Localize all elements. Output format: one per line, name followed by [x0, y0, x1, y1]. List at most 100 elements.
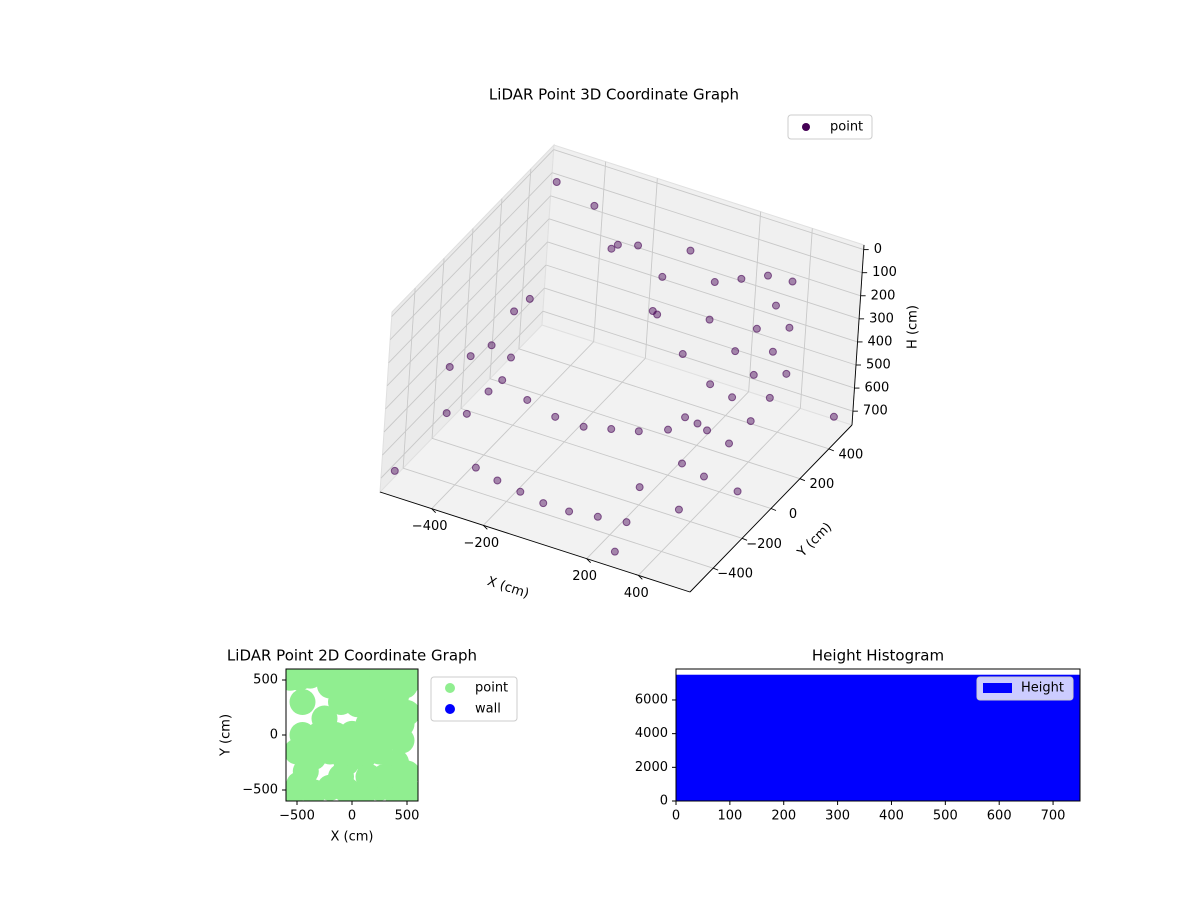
x-tick-label: 500 [395, 809, 420, 824]
legend-box [430, 676, 518, 722]
grid-line [799, 228, 813, 409]
point [498, 376, 507, 385]
x-tick-label: 400 [624, 586, 649, 601]
point [763, 271, 772, 280]
tick-mark [712, 567, 719, 571]
point [681, 413, 690, 422]
tick-mark [799, 478, 806, 482]
z-tick-label: 300 [869, 311, 894, 326]
point [746, 417, 755, 426]
z-tick-label: 200 [871, 288, 896, 303]
point [752, 324, 761, 333]
grid-line [383, 264, 547, 433]
chart-title: LiDAR Point 3D Coordinate Graph [489, 86, 739, 104]
z-tick-label: 0 [874, 242, 882, 257]
axes-frame [675, 668, 1081, 802]
grid-line [552, 172, 863, 274]
point [462, 409, 471, 418]
point [579, 422, 588, 431]
y-tick-label: 6000 [635, 692, 668, 707]
point [664, 425, 673, 434]
point [493, 476, 502, 485]
point [749, 370, 758, 379]
point [539, 499, 548, 508]
chart-title: Height Histogram [812, 647, 944, 665]
grid-line [518, 348, 829, 450]
x-tick-label: 300 [825, 809, 850, 824]
grid-line [380, 310, 544, 479]
y-axis-line [689, 424, 853, 593]
point [648, 306, 657, 315]
point [286, 669, 304, 691]
point [703, 426, 712, 435]
chart-title: LiDAR Point 2D Coordinate Graph [227, 647, 477, 665]
point [771, 301, 780, 310]
point [733, 487, 742, 496]
legend-label: point [475, 681, 508, 696]
y-axis-label: Y (cm) [219, 714, 234, 757]
grid-line [388, 195, 551, 364]
points [286, 669, 418, 801]
grid-line [489, 378, 801, 480]
point [710, 278, 719, 287]
grid-line [553, 149, 864, 251]
x-tick-label: 700 [1041, 809, 1066, 824]
point [737, 274, 746, 283]
grid-line [460, 408, 772, 509]
point [396, 779, 418, 801]
point [565, 507, 574, 516]
tick-mark [770, 508, 777, 511]
grid-line [402, 288, 416, 469]
x-tick-label: −500 [279, 809, 315, 824]
z-tick-label: 500 [866, 358, 891, 373]
point [765, 393, 774, 402]
grid-line [385, 241, 548, 410]
y-tick-label: −500 [242, 783, 278, 798]
point [390, 466, 399, 475]
point [725, 439, 734, 448]
grid-line [545, 264, 857, 366]
grid-line [386, 218, 550, 387]
point [355, 711, 382, 737]
point [590, 201, 599, 210]
point [706, 380, 715, 389]
grid-line [389, 172, 553, 341]
point [510, 307, 519, 316]
x-tick-label: 200 [572, 569, 597, 584]
y-tick-label: −200 [746, 537, 782, 552]
point [731, 347, 740, 356]
tick-mark [828, 448, 835, 452]
point [552, 177, 561, 186]
point [785, 323, 794, 332]
point [705, 315, 714, 324]
legend-marker [802, 123, 810, 131]
point [610, 547, 619, 556]
legend-marker [983, 683, 1012, 693]
x-tick-label: −400 [412, 519, 448, 534]
point [607, 425, 616, 434]
y-tick-label: 400 [838, 447, 863, 462]
point [634, 427, 643, 436]
point [525, 294, 534, 303]
legend-label: Height [1021, 681, 1064, 696]
y-tick-label: −400 [717, 567, 753, 582]
point [286, 783, 304, 801]
legend-box [976, 676, 1074, 701]
grid-line [518, 168, 532, 349]
point [607, 244, 616, 253]
y-tick-label: 4000 [635, 726, 668, 741]
y-tick-label: 200 [810, 477, 835, 492]
x-axis-line [379, 491, 691, 593]
point [328, 763, 354, 790]
grid-line [550, 195, 861, 297]
point [355, 763, 382, 790]
point [622, 518, 631, 527]
point [728, 393, 737, 402]
grid-line [431, 437, 743, 539]
point [678, 350, 687, 359]
point [693, 419, 702, 428]
y-tick-label: 0 [789, 507, 797, 522]
point [442, 409, 451, 418]
point [782, 369, 791, 378]
point [686, 246, 695, 255]
